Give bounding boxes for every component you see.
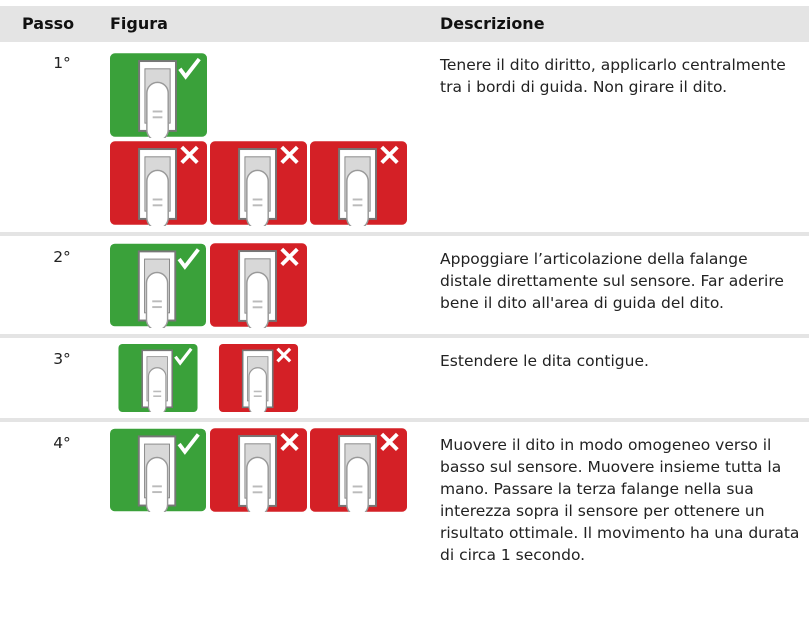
figure-ok <box>110 428 206 512</box>
figure-wrong <box>210 242 307 328</box>
description: Appoggiare l’articolazione della falange… <box>440 250 784 312</box>
figure-wrong <box>210 344 307 412</box>
figure-ok <box>110 52 207 138</box>
header-cell: Passo <box>22 14 75 33</box>
header-cell: Figura <box>110 14 168 33</box>
step: 1° <box>53 54 71 72</box>
table-row: 2° Appoggiare l’articolazione della fala… <box>0 236 809 334</box>
figure-wrong <box>110 140 207 226</box>
description: Tenere il dito diritto, applicarlo centr… <box>440 56 786 96</box>
figure-wrong <box>210 140 307 226</box>
description: Muovere il dito in modo omogeneo verso i… <box>440 436 800 564</box>
figure-wrong <box>310 428 407 512</box>
table-row: 3° Estendere le dita contigue. <box>0 338 809 418</box>
header-cell: Descrizione <box>440 14 545 33</box>
table-row: 1° Tenere il dito diritto, applicarlo ce… <box>0 42 809 232</box>
figure-ok <box>110 242 206 328</box>
table-header: Passo Figura Descrizione <box>0 6 809 40</box>
figure-wrong <box>210 428 307 512</box>
step: 4° <box>53 434 71 452</box>
figure-ok <box>110 344 206 412</box>
description: Estendere le dita contigue. <box>440 352 649 370</box>
table-row: 4° Muovere il dito in modo omogeneo vers… <box>0 422 809 629</box>
figure-wrong <box>310 140 407 226</box>
step: 3° <box>53 350 71 368</box>
step: 2° <box>53 248 71 266</box>
